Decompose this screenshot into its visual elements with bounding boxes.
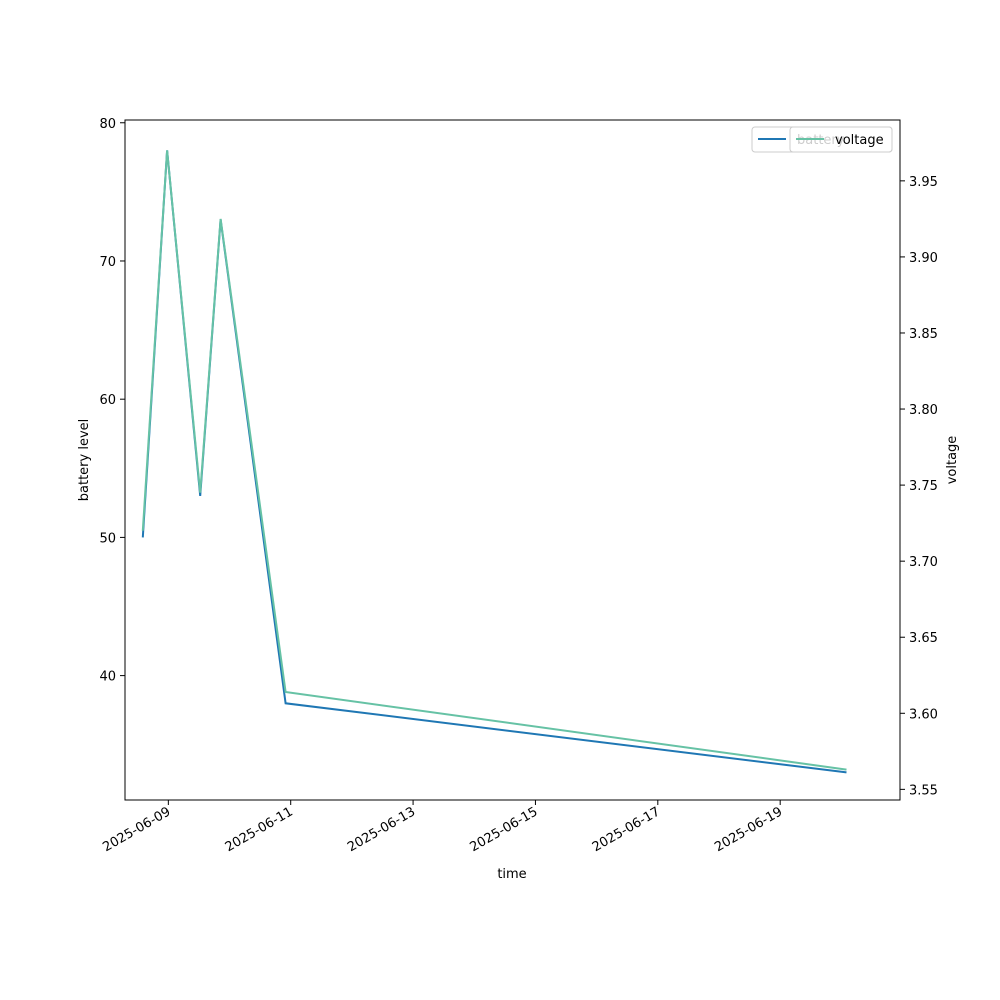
x-tick-label: 2025-06-09 (100, 804, 173, 855)
y-right-tick-label: 3.75 (909, 479, 938, 494)
y-left-tick-label: 60 (99, 393, 116, 408)
legend-voltage-label: voltage (835, 133, 884, 148)
plot-frame (124, 119, 901, 801)
y-right-tick-label: 3.80 (909, 403, 938, 418)
y-left-tick-label: 50 (99, 531, 116, 546)
legend-voltage: voltage (789, 126, 893, 153)
x-tick-label: 2025-06-17 (590, 804, 663, 855)
y-right-tick-label: 3.55 (909, 783, 938, 798)
series-line-voltage (141, 150, 847, 771)
y-right-tick-label: 3.90 (909, 251, 938, 266)
x-tick-label: 2025-06-15 (468, 804, 541, 855)
x-tick-label: 2025-06-11 (223, 804, 296, 855)
y-left-tick-label: 80 (99, 117, 116, 132)
y-left-tick-label: 40 (99, 670, 116, 685)
y-right-tick-label: 3.85 (909, 327, 938, 342)
y-right-tick-label: 3.70 (909, 555, 938, 570)
y-left-axis-label: battery level (77, 419, 92, 502)
x-tick-label: 2025-06-13 (345, 804, 418, 855)
y-right-axis-label: voltage (945, 436, 960, 485)
y-right-tick-label: 3.95 (909, 175, 938, 190)
y-right-axis: 3.55 3.60 3.65 3.70 3.75 3.80 3.85 3.90 3.95 (900, 175, 938, 798)
y-left-axis: 40 50 60 70 80 (99, 117, 125, 685)
y-right-tick-label: 3.60 (909, 707, 938, 722)
legend-voltage-box (789, 126, 893, 153)
plot-lines (141, 150, 847, 774)
x-axis-label: time (497, 867, 526, 882)
series-line-battery (141, 150, 847, 774)
x-axis: 2025-06-09 2025-06-11 2025-06-13 2025-06-15… (100, 800, 785, 855)
y-right-tick-label: 3.65 (909, 631, 938, 646)
x-tick-label: 2025-06-19 (712, 804, 785, 855)
y-left-tick-label: 70 (99, 255, 116, 270)
